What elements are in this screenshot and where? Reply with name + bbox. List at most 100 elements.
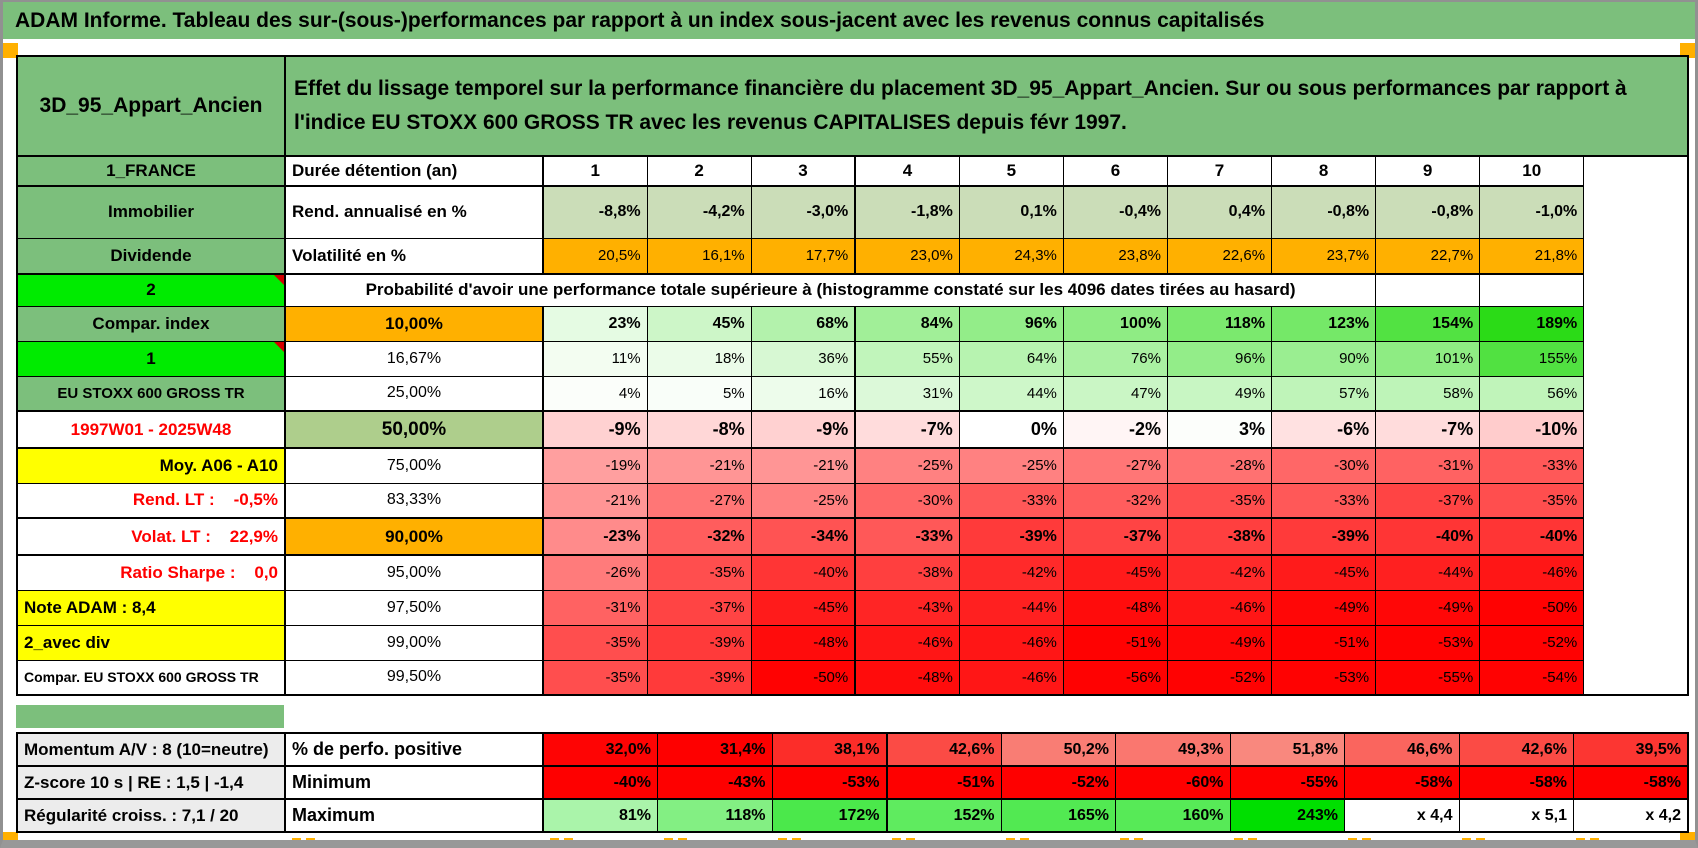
value-cell[interactable]: 23,0% bbox=[854, 237, 960, 275]
portfolio-name-cell[interactable]: 3D_95_Appart_Ancien bbox=[16, 55, 286, 157]
value-cell[interactable]: 42,6% bbox=[886, 732, 1002, 767]
value-cell[interactable]: 16% bbox=[750, 375, 857, 412]
value-cell[interactable]: 11% bbox=[542, 340, 648, 377]
value-cell[interactable]: -35% bbox=[542, 659, 648, 696]
value-cell[interactable]: 50,2% bbox=[1000, 732, 1116, 767]
value-cell[interactable]: 160% bbox=[1115, 798, 1231, 833]
value-cell[interactable]: -31% bbox=[1375, 447, 1481, 484]
value-cell[interactable]: -39% bbox=[1271, 517, 1377, 556]
metric-cell[interactable]: 50,00% bbox=[284, 410, 544, 449]
value-cell[interactable]: 31,4% bbox=[657, 732, 773, 767]
duration-header-cell[interactable]: 2 bbox=[646, 155, 752, 187]
duration-header-cell[interactable]: 3 bbox=[750, 155, 857, 187]
empty-cell[interactable] bbox=[1479, 273, 1585, 307]
value-cell[interactable]: -25% bbox=[854, 447, 960, 484]
value-cell[interactable]: 21,8% bbox=[1479, 237, 1585, 275]
value-cell[interactable]: 45% bbox=[646, 305, 752, 342]
value-cell[interactable]: -35% bbox=[646, 554, 752, 591]
value-cell[interactable]: x 4,4 bbox=[1344, 798, 1460, 833]
value-cell[interactable]: -9% bbox=[542, 410, 648, 449]
row-label-cell[interactable]: Rend. LT : -0,5% bbox=[16, 482, 286, 519]
value-cell[interactable]: -53% bbox=[1271, 659, 1377, 696]
value-cell[interactable]: -0,8% bbox=[1375, 185, 1481, 239]
value-cell[interactable]: 23,7% bbox=[1271, 237, 1377, 275]
value-cell[interactable]: -26% bbox=[542, 554, 648, 591]
value-cell[interactable]: -4,2% bbox=[646, 185, 752, 239]
duration-header-cell[interactable]: 6 bbox=[1062, 155, 1168, 187]
value-cell[interactable]: -35% bbox=[1479, 482, 1585, 519]
value-cell[interactable]: -43% bbox=[854, 589, 960, 626]
value-cell[interactable]: -51% bbox=[886, 765, 1002, 800]
value-cell[interactable]: 84% bbox=[854, 305, 960, 342]
value-cell[interactable]: -23% bbox=[542, 517, 648, 556]
summary-metric-cell[interactable]: % de perfo. positive bbox=[284, 732, 544, 767]
value-cell[interactable]: -10% bbox=[1479, 410, 1585, 449]
value-cell[interactable]: 118% bbox=[1166, 305, 1273, 342]
value-cell[interactable]: 18% bbox=[646, 340, 752, 377]
value-cell[interactable]: 22,6% bbox=[1166, 237, 1273, 275]
value-cell[interactable]: 49,3% bbox=[1115, 732, 1231, 767]
row-label-cell[interactable]: Dividende bbox=[16, 237, 286, 275]
value-cell[interactable]: -31% bbox=[542, 589, 648, 626]
value-cell[interactable]: -0,4% bbox=[1062, 185, 1168, 239]
value-cell[interactable]: -21% bbox=[542, 482, 648, 519]
empty-cell[interactable] bbox=[1375, 273, 1481, 307]
row-label-cell[interactable]: 1 bbox=[16, 340, 286, 377]
value-cell[interactable]: -51% bbox=[1271, 624, 1377, 661]
value-cell[interactable]: -44% bbox=[1375, 554, 1481, 591]
value-cell[interactable]: 123% bbox=[1271, 305, 1377, 342]
metric-cell[interactable]: 95,00% bbox=[284, 554, 544, 591]
value-cell[interactable]: -49% bbox=[1271, 589, 1377, 626]
row-label-cell[interactable]: EU STOXX 600 GROSS TR bbox=[16, 375, 286, 412]
value-cell[interactable]: -50% bbox=[1479, 589, 1585, 626]
value-cell[interactable]: -21% bbox=[646, 447, 752, 484]
value-cell[interactable]: -42% bbox=[958, 554, 1064, 591]
value-cell[interactable]: -33% bbox=[1479, 447, 1585, 484]
row-label-cell[interactable]: Volat. LT : 22,9% bbox=[16, 517, 286, 556]
value-cell[interactable]: 3% bbox=[1166, 410, 1273, 449]
value-cell[interactable]: 56% bbox=[1479, 375, 1585, 412]
value-cell[interactable]: 0% bbox=[958, 410, 1064, 449]
duration-header-cell[interactable]: 8 bbox=[1271, 155, 1377, 187]
value-cell[interactable]: 243% bbox=[1229, 798, 1345, 833]
value-cell[interactable]: -27% bbox=[1062, 447, 1168, 484]
row-label-cell[interactable]: Moy. A06 - A10 bbox=[16, 447, 286, 484]
value-cell[interactable]: 57% bbox=[1271, 375, 1377, 412]
value-cell[interactable]: -39% bbox=[958, 517, 1064, 556]
metric-cell[interactable]: Rend. annualisé en % bbox=[284, 185, 544, 239]
value-cell[interactable]: -27% bbox=[646, 482, 752, 519]
value-cell[interactable]: 39,5% bbox=[1573, 732, 1689, 767]
value-cell[interactable]: 172% bbox=[771, 798, 888, 833]
value-cell[interactable]: 24,3% bbox=[958, 237, 1064, 275]
value-cell[interactable]: 81% bbox=[542, 798, 658, 833]
value-cell[interactable]: -6% bbox=[1271, 410, 1377, 449]
value-cell[interactable]: 36% bbox=[750, 340, 857, 377]
duration-header-cell[interactable]: 1 bbox=[542, 155, 648, 187]
value-cell[interactable]: -35% bbox=[542, 624, 648, 661]
row-label-cell[interactable]: 1997W01 - 2025W48 bbox=[16, 410, 286, 449]
value-cell[interactable]: x 4,2 bbox=[1573, 798, 1689, 833]
value-cell[interactable]: -38% bbox=[1166, 517, 1273, 556]
metric-cell[interactable]: 99,00% bbox=[284, 624, 544, 661]
summary-metric-cell[interactable]: Maximum bbox=[284, 798, 544, 833]
value-cell[interactable]: -33% bbox=[854, 517, 960, 556]
duration-header-cell[interactable]: 4 bbox=[854, 155, 960, 187]
summary-metric-cell[interactable]: Minimum bbox=[284, 765, 544, 800]
value-cell[interactable]: -33% bbox=[1271, 482, 1377, 519]
value-cell[interactable]: 58% bbox=[1375, 375, 1481, 412]
value-cell[interactable]: -7% bbox=[854, 410, 960, 449]
value-cell[interactable]: 0,1% bbox=[958, 185, 1064, 239]
value-cell[interactable]: -25% bbox=[958, 447, 1064, 484]
summary-label-cell[interactable]: Z-score 10 s | RE : 1,5 | -1,4 bbox=[16, 765, 286, 800]
value-cell[interactable]: 152% bbox=[886, 798, 1002, 833]
value-cell[interactable]: -38% bbox=[854, 554, 960, 591]
value-cell[interactable]: -53% bbox=[771, 765, 888, 800]
value-cell[interactable]: 96% bbox=[1166, 340, 1273, 377]
value-cell[interactable]: -48% bbox=[750, 624, 857, 661]
value-cell[interactable]: -58% bbox=[1458, 765, 1574, 800]
value-cell[interactable]: -46% bbox=[958, 624, 1064, 661]
metric-cell[interactable]: 97,50% bbox=[284, 589, 544, 626]
value-cell[interactable]: -3,0% bbox=[750, 185, 857, 239]
duration-header-cell[interactable]: 5 bbox=[958, 155, 1064, 187]
row-label-cell[interactable]: 1_FRANCE bbox=[16, 155, 286, 187]
